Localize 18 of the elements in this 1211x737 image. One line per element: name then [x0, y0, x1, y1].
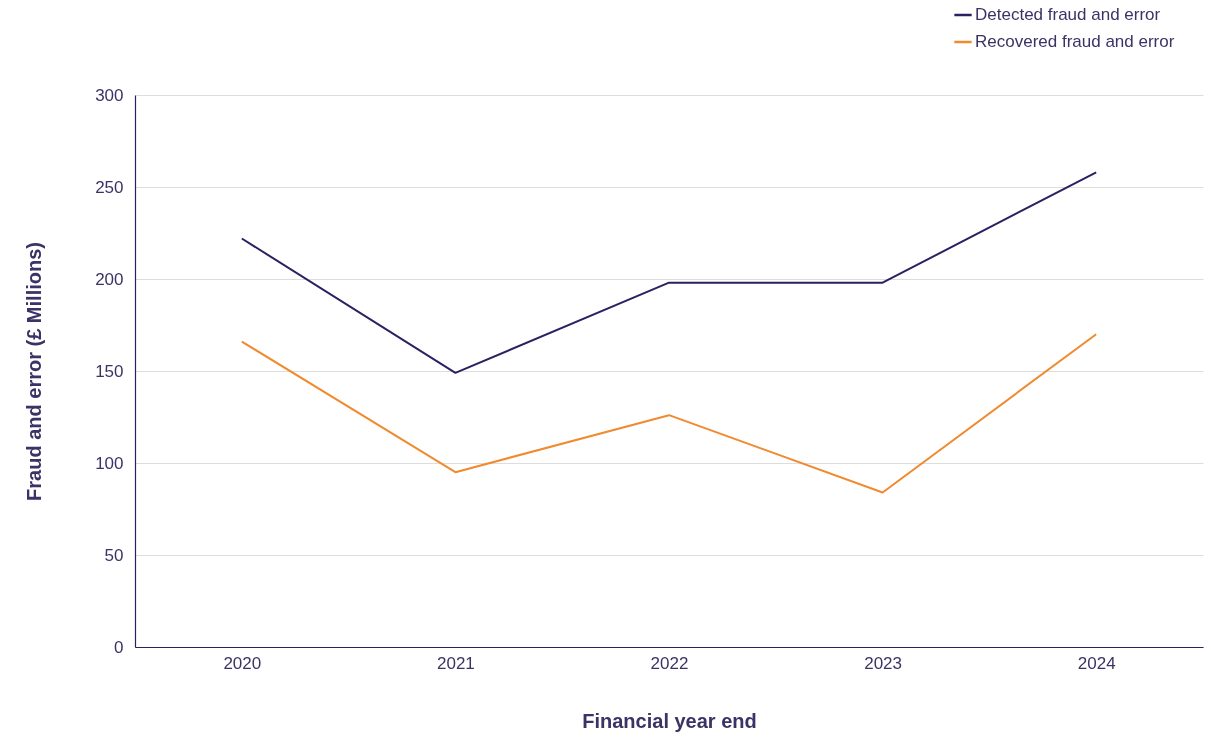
y-tick-label: 250	[95, 177, 124, 197]
y-tick-label: 100	[95, 453, 124, 473]
x-axis-title: Financial year end	[582, 709, 757, 732]
y-tick-label: 200	[95, 269, 124, 289]
legend-label: Detected fraud and error	[975, 5, 1161, 24]
y-tick-label: 300	[95, 85, 124, 105]
line-series	[240, 333, 1098, 494]
x-tick-label: 2024	[1077, 653, 1116, 673]
x-tick-label: 2022	[650, 653, 689, 673]
legend-label: Recovered fraud and error	[975, 32, 1175, 51]
y-tick-label: 150	[95, 361, 124, 381]
x-tick-label: 2020	[223, 653, 262, 673]
y-tick-label: 50	[104, 545, 124, 565]
line-series	[240, 171, 1098, 374]
x-tick-label: 2023	[864, 653, 903, 673]
x-tick-label: 2021	[436, 653, 475, 673]
y-tick-label: 0	[114, 637, 124, 657]
y-axis-title: Fraud and error (£ Millions)	[23, 242, 46, 501]
